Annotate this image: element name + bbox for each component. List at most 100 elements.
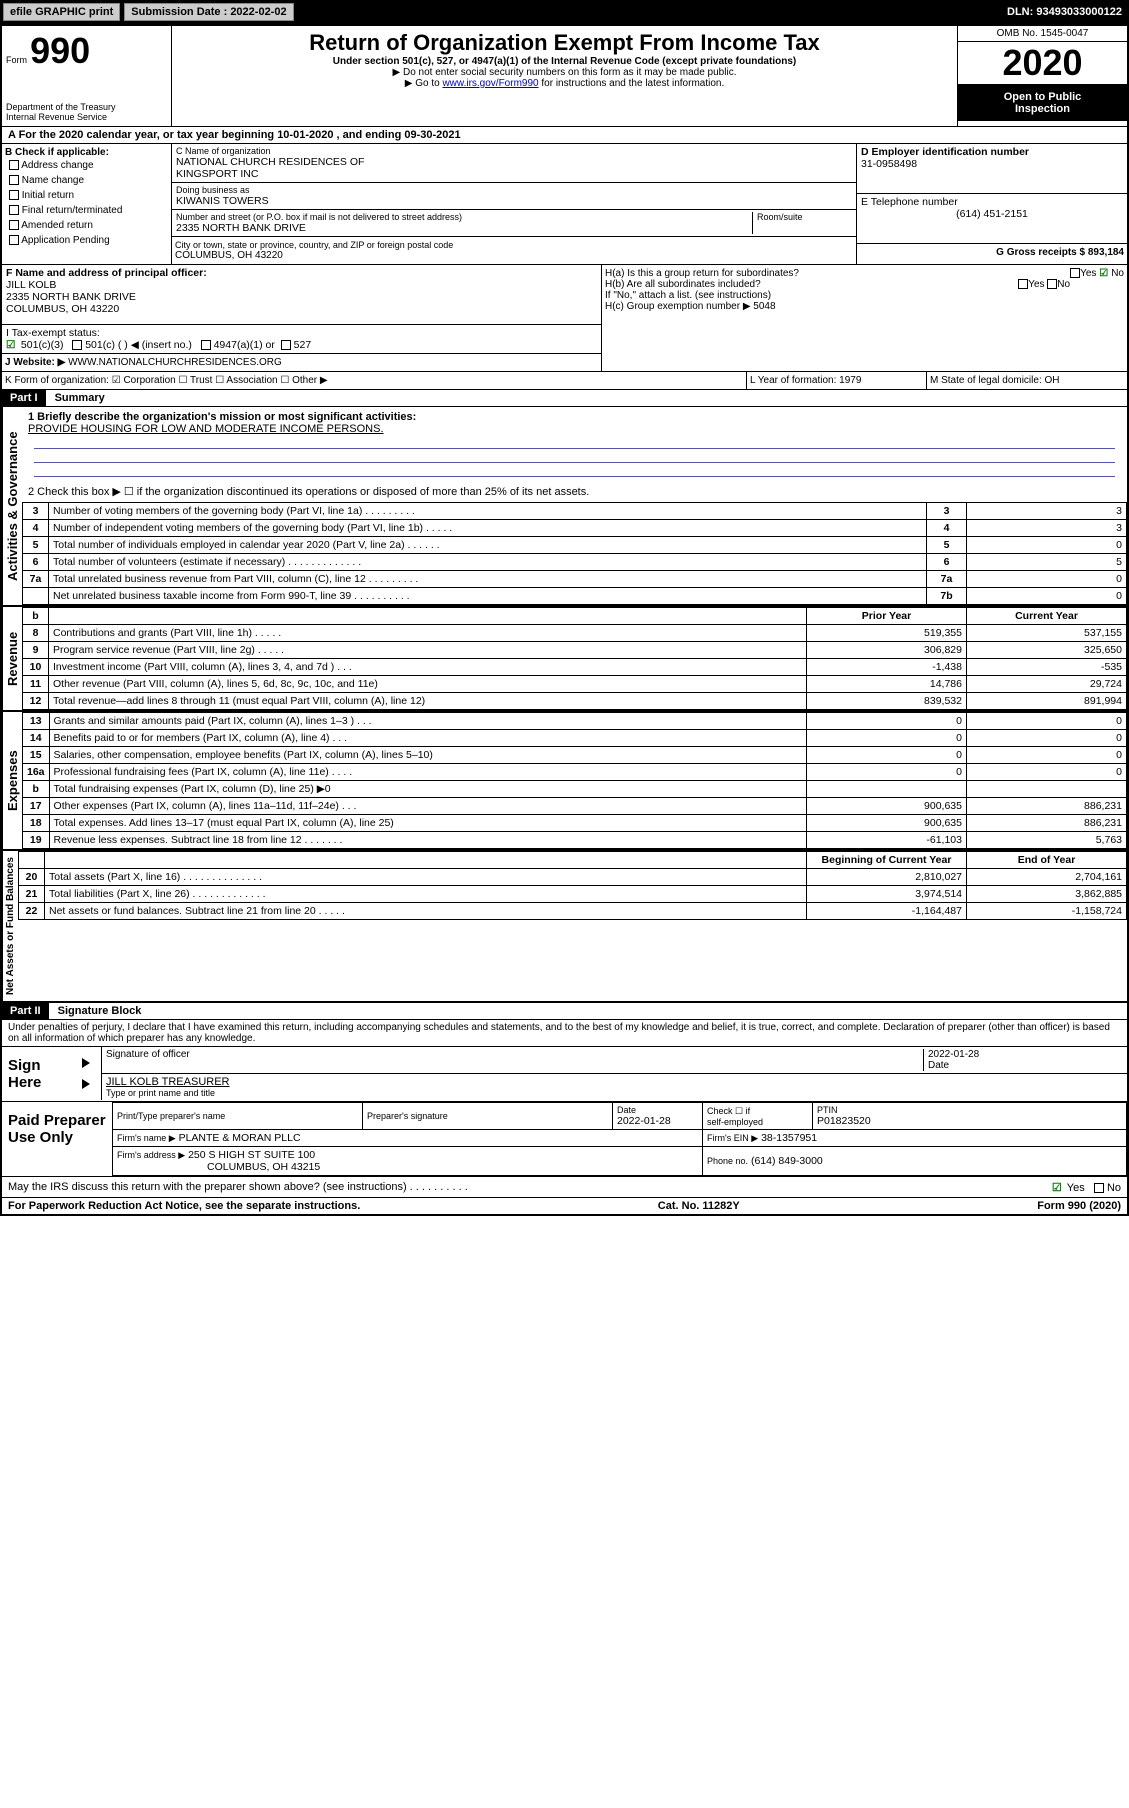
check-527[interactable] xyxy=(281,340,291,350)
table-row: 11Other revenue (Part VIII, column (A), … xyxy=(23,676,1127,693)
instructions-link[interactable]: www.irs.gov/Form990 xyxy=(442,78,538,89)
table-row: 20Total assets (Part X, line 16) . . . .… xyxy=(19,869,1127,886)
net-hdr-blank2 xyxy=(45,852,807,869)
table-row: 3Number of voting members of the governi… xyxy=(23,503,1127,520)
org-name-label: C Name of organization xyxy=(176,146,852,156)
check-final[interactable]: Final return/terminated xyxy=(5,203,168,218)
check-amended[interactable]: Amended return xyxy=(5,218,168,233)
net-hdr-end: End of Year xyxy=(967,852,1127,869)
ha-label: H(a) Is this a group return for subordin… xyxy=(605,268,799,279)
part2-title: Signature Block xyxy=(52,1005,142,1017)
table-row: 22Net assets or fund balances. Subtract … xyxy=(19,903,1127,920)
table-row: 7aTotal unrelated business revenue from … xyxy=(23,571,1127,588)
table-row: 10Investment income (Part VIII, column (… xyxy=(23,659,1127,676)
side-expenses: Expenses xyxy=(2,712,22,849)
side-activities: Activities & Governance xyxy=(2,407,22,605)
prep-date-label: Date xyxy=(617,1105,698,1115)
section-activities: Activities & Governance 1 Briefly descri… xyxy=(2,407,1127,607)
discuss-yes-check[interactable]: ☑ xyxy=(1052,1181,1064,1193)
table-row: 19Revenue less expenses. Subtract line 1… xyxy=(23,832,1127,849)
subtitle-2: ▶ Do not enter social security numbers o… xyxy=(176,67,953,78)
prep-name-label: Print/Type preparer's name xyxy=(117,1111,358,1121)
table-row: 14Benefits paid to or for members (Part … xyxy=(23,730,1127,747)
check-address[interactable]: Address change xyxy=(5,158,168,173)
ptin-value: P01823520 xyxy=(817,1115,1122,1127)
page-footer: For Paperwork Reduction Act Notice, see … xyxy=(2,1197,1127,1214)
rev-hdr-blank1: b xyxy=(23,608,49,625)
discuss-no-check[interactable] xyxy=(1094,1183,1104,1193)
firm-phone-label: Phone no. xyxy=(707,1156,748,1166)
firm-name-label: Firm's name ▶ xyxy=(117,1133,176,1143)
hb-note: If "No," attach a list. (see instruction… xyxy=(605,290,1124,301)
part1-num: Part I xyxy=(2,390,46,406)
dept-line1: Department of the Treasury xyxy=(6,102,167,112)
form-header: Form 990 Department of the Treasury Inte… xyxy=(2,26,1127,127)
form-frame: Form 990 Department of the Treasury Inte… xyxy=(0,24,1129,1216)
form-id-box: Form 990 Department of the Treasury Inte… xyxy=(2,26,172,126)
section-netassets: Net Assets or Fund Balances Beginning of… xyxy=(2,851,1127,1003)
website-value: WWW.NATIONALCHURCHRESIDENCES.ORG xyxy=(68,357,282,368)
table-row: 5Total number of individuals employed in… xyxy=(23,537,1127,554)
ha-row: H(a) Is this a group return for subordin… xyxy=(605,268,1124,279)
officer-name: JILL KOLB xyxy=(6,279,597,291)
net-hdr-begin: Beginning of Current Year xyxy=(807,852,967,869)
revenue-table: b Prior Year Current Year 8Contributions… xyxy=(22,607,1127,710)
submission-date-button[interactable]: Submission Date : 2022-02-02 xyxy=(124,3,293,21)
mission-label: 1 Briefly describe the organization's mi… xyxy=(28,411,1121,423)
klm-row: K Form of organization: ☑ Corporation ☐ … xyxy=(2,372,1127,390)
hb-row: H(b) Are all subordinates included? Yes … xyxy=(605,279,1124,290)
check-name[interactable]: Name change xyxy=(5,173,168,188)
box-b-title: B Check if applicable: xyxy=(5,147,168,158)
box-h: H(a) Is this a group return for subordin… xyxy=(602,265,1127,371)
check-501c[interactable] xyxy=(72,340,82,350)
footer-left: For Paperwork Reduction Act Notice, see … xyxy=(8,1200,360,1212)
sign-here-label: Sign Here xyxy=(2,1047,82,1101)
addr-label: Number and street (or P.O. box if mail i… xyxy=(176,212,752,222)
tax-exempt-label: I Tax-exempt status: xyxy=(6,327,100,339)
table-row: 13Grants and similar amounts paid (Part … xyxy=(23,713,1127,730)
table-row: 6Total number of volunteers (estimate if… xyxy=(23,554,1127,571)
title-box: Return of Organization Exempt From Incom… xyxy=(172,26,957,126)
table-row: 8Contributions and grants (Part VIII, li… xyxy=(23,625,1127,642)
ha-no[interactable]: ☑ xyxy=(1099,268,1111,280)
prep-self-label[interactable]: Check ☐ if xyxy=(707,1106,808,1117)
check-pending[interactable]: Application Pending xyxy=(5,233,168,248)
firm-addr-label: Firm's address ▶ xyxy=(117,1150,185,1160)
side-netassets: Net Assets or Fund Balances xyxy=(2,851,18,1001)
efile-button[interactable]: efile GRAPHIC print xyxy=(3,3,120,21)
ptin-label: PTIN xyxy=(817,1105,1122,1115)
ein-label: D Employer identification number xyxy=(861,146,1123,158)
section-revenue: Revenue b Prior Year Current Year 8Contr… xyxy=(2,607,1127,712)
check-initial[interactable]: Initial return xyxy=(5,188,168,203)
discuss-yes-label: Yes xyxy=(1067,1182,1085,1194)
rev-hdr-blank2 xyxy=(49,608,807,625)
firm-addr2: COLUMBUS, OH 43215 xyxy=(207,1161,320,1173)
entity-row: B Check if applicable: Address change Na… xyxy=(2,144,1127,265)
firm-ein-label: Firm's EIN ▶ xyxy=(707,1133,758,1143)
officer-addr2: COLUMBUS, OH 43220 xyxy=(6,303,597,315)
hb-no[interactable] xyxy=(1047,279,1057,289)
mission-blank-1 xyxy=(34,435,1115,449)
check-4947[interactable] xyxy=(201,340,211,350)
city-value: COLUMBUS, OH 43220 xyxy=(175,250,853,261)
addr-value: 2335 NORTH BANK DRIVE xyxy=(176,222,752,234)
firm-addr1: 250 S HIGH ST SUITE 100 xyxy=(188,1149,315,1161)
perjury-text: Under penalties of perjury, I declare th… xyxy=(2,1020,1127,1046)
form-number: 990 xyxy=(30,30,90,71)
table-row: Net unrelated business taxable income fr… xyxy=(23,588,1127,605)
ha-yes[interactable] xyxy=(1070,268,1080,278)
inspection-badge: Open to Public Inspection xyxy=(958,85,1127,121)
opt-4947: 4947(a)(1) or xyxy=(214,339,275,351)
omb-number: OMB No. 1545-0047 xyxy=(958,26,1127,42)
box-deg: D Employer identification number 31-0958… xyxy=(857,144,1127,264)
left-fij: F Name and address of principal officer:… xyxy=(2,265,602,371)
discuss-no-label: No xyxy=(1107,1182,1121,1194)
hb-yes[interactable] xyxy=(1018,279,1028,289)
table-row: 9Program service revenue (Part VIII, lin… xyxy=(23,642,1127,659)
officer-addr1: 2335 NORTH BANK DRIVE xyxy=(6,291,597,303)
check-501c3[interactable]: ☑ xyxy=(6,339,18,351)
table-row: 4Number of independent voting members of… xyxy=(23,520,1127,537)
dept-line2: Internal Revenue Service xyxy=(6,112,167,122)
inspect-line2: Inspection xyxy=(962,103,1123,115)
table-row: 15Salaries, other compensation, employee… xyxy=(23,747,1127,764)
